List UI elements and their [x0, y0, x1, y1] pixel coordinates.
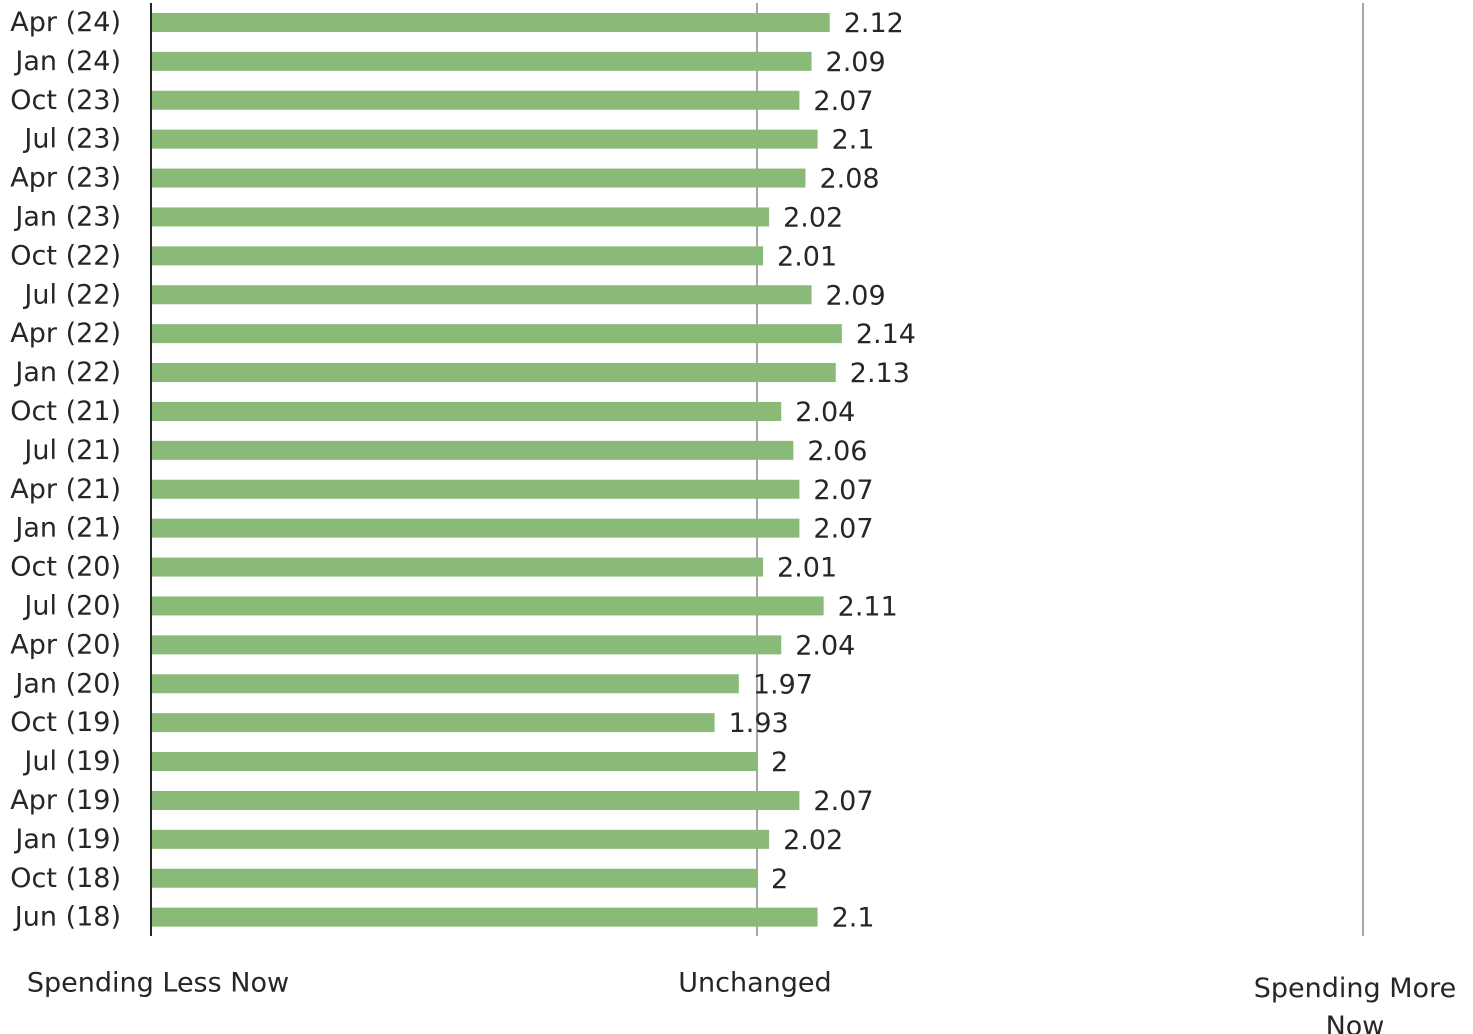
bar: [151, 285, 812, 305]
bar: [151, 635, 782, 655]
data-label: 2.1: [832, 125, 875, 156]
bar: [151, 129, 818, 149]
data-label: 2.04: [795, 397, 855, 428]
bar: [151, 324, 842, 344]
x-tick-labels: Spending Less Now Unchanged Spending More N…: [27, 968, 1456, 1034]
data-label: 2: [771, 864, 788, 895]
category-label: Oct (23): [10, 85, 121, 116]
category-label: Oct (22): [10, 240, 121, 271]
data-label: 2.07: [813, 786, 873, 817]
data-label: 2.09: [826, 280, 886, 311]
x-tick-label: Unchanged: [678, 968, 831, 999]
bar: [151, 674, 739, 694]
category-label: Oct (20): [10, 552, 121, 583]
data-label: 2.08: [819, 164, 879, 195]
bar: [151, 440, 794, 460]
data-label: 2.01: [777, 241, 837, 272]
category-label: Jan (22): [13, 357, 121, 388]
data-label: 2.01: [777, 553, 837, 584]
bar: [151, 246, 764, 266]
category-label: Jan (20): [13, 668, 121, 699]
category-label: Apr (24): [10, 7, 121, 38]
category-label: Oct (21): [10, 396, 121, 427]
bar: [151, 557, 764, 577]
bars-group: [151, 12, 842, 927]
category-label: Oct (18): [10, 863, 121, 894]
bar: [151, 713, 715, 733]
data-label: 2: [771, 747, 788, 778]
gridlines: [756, 3, 1364, 936]
bar: [151, 518, 800, 538]
data-label: 2.07: [813, 475, 873, 506]
data-label: 2.1: [832, 903, 875, 934]
bar: [151, 790, 800, 810]
data-label: 2.04: [795, 630, 855, 661]
bar: [151, 207, 770, 227]
bar: [151, 479, 800, 499]
bar: [151, 363, 836, 383]
category-label: Apr (22): [10, 318, 121, 349]
category-label: Jul (19): [22, 746, 121, 777]
bar: [151, 868, 757, 888]
category-label: Jul (22): [22, 279, 121, 310]
data-label: 1.97: [753, 669, 813, 700]
category-label: Jan (19): [13, 824, 121, 855]
x-tick-label: Spending More Now: [1254, 973, 1456, 1034]
category-label: Jul (20): [22, 590, 121, 621]
bar: [151, 51, 812, 71]
x-tick-label: Spending Less Now: [27, 968, 289, 999]
bar: [151, 596, 824, 616]
category-label: Apr (19): [10, 785, 121, 816]
data-label: 1.93: [729, 708, 789, 739]
data-label: 2.07: [813, 514, 873, 545]
category-label: Jul (23): [22, 124, 121, 155]
value-labels: 2.122.092.072.12.082.022.012.092.142.132…: [729, 8, 916, 934]
data-label: 2.06: [807, 436, 867, 467]
data-label: 2.13: [850, 358, 910, 389]
category-labels: Apr (24) Jan (24) Oct (23) Jul (23) Apr (23)…: [10, 7, 121, 933]
bar: [151, 829, 770, 849]
data-label: 2.09: [826, 47, 886, 78]
category-label: Jun (18): [13, 902, 121, 933]
category-label: Apr (21): [10, 474, 121, 505]
category-label: Apr (20): [10, 629, 121, 660]
data-label: 2.02: [783, 825, 843, 856]
data-label: 2.12: [844, 8, 904, 39]
bar: [151, 907, 818, 927]
category-label: Jul (21): [22, 435, 121, 466]
category-label: Oct (19): [10, 707, 121, 738]
bar: [151, 168, 806, 188]
bar: [151, 90, 800, 110]
data-label: 2.02: [783, 202, 843, 233]
category-label: Jan (21): [13, 513, 121, 544]
bar: [151, 752, 757, 772]
bar: [151, 12, 830, 32]
category-label: Jan (24): [13, 46, 121, 77]
bar: [151, 401, 782, 421]
data-label: 2.11: [838, 591, 898, 622]
data-label: 2.14: [856, 319, 916, 350]
category-label: Jan (23): [13, 201, 121, 232]
category-label: Apr (23): [10, 163, 121, 194]
data-label: 2.07: [813, 86, 873, 117]
